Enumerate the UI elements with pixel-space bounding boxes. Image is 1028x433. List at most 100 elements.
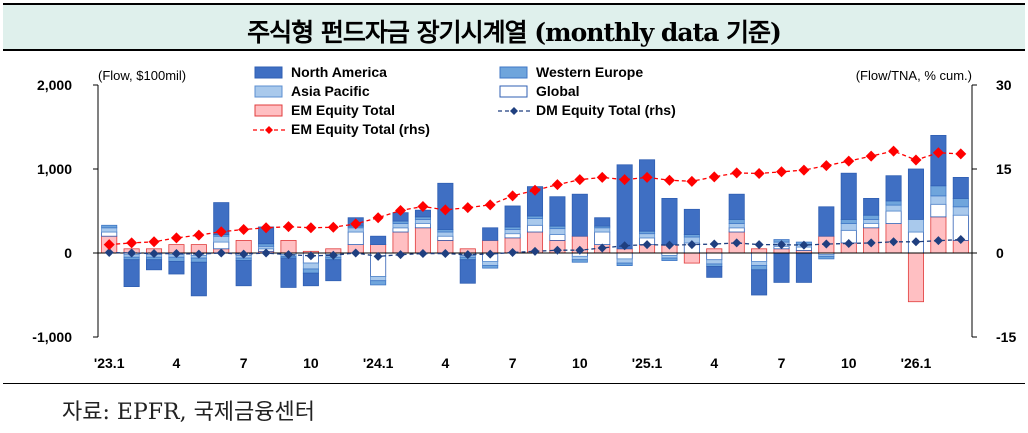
marker-em-rhs bbox=[843, 155, 855, 167]
bar-global bbox=[863, 223, 880, 229]
marker-dm-rhs bbox=[664, 240, 674, 250]
bar-north-america bbox=[907, 168, 924, 220]
right-axis-tick-label: 0 bbox=[996, 245, 1004, 261]
marker-dm-rhs bbox=[239, 249, 249, 259]
marker-em-rhs bbox=[731, 167, 743, 179]
marker-em-rhs bbox=[776, 166, 788, 178]
bar-asia-pacific bbox=[594, 227, 611, 233]
bar-asia-pacific bbox=[751, 260, 768, 266]
bar-western-europe bbox=[930, 185, 947, 197]
bar-global bbox=[213, 241, 230, 250]
bar-global bbox=[392, 227, 409, 233]
bar-em-equity bbox=[683, 252, 700, 264]
marker-em-rhs bbox=[372, 212, 384, 224]
bar-asia-pacific bbox=[526, 218, 544, 226]
marker-dm-rhs bbox=[799, 240, 809, 250]
right-axis-unit-label: (Flow/TNA, % cum.) bbox=[856, 68, 972, 83]
marker-em-rhs bbox=[686, 175, 698, 187]
marker-dm-rhs bbox=[463, 250, 473, 260]
x-axis-tick-label: 4 bbox=[710, 355, 718, 371]
line-em-rhs bbox=[109, 150, 961, 246]
bar-western-europe bbox=[482, 265, 499, 269]
bar-north-america bbox=[661, 197, 678, 245]
bar-em-equity bbox=[751, 248, 768, 254]
bar-north-america bbox=[459, 259, 476, 284]
bar-asia-pacific bbox=[885, 204, 902, 212]
legend-marker-dm-rhs bbox=[510, 107, 518, 115]
marker-dm-rhs bbox=[642, 240, 652, 250]
marker-dm-rhs bbox=[844, 238, 854, 248]
bar-north-america bbox=[751, 269, 768, 296]
marker-em-rhs bbox=[955, 148, 967, 160]
marker-em-rhs bbox=[439, 204, 451, 216]
bar-western-europe bbox=[728, 218, 745, 224]
marker-em-rhs bbox=[282, 221, 294, 233]
marker-em-rhs bbox=[708, 171, 720, 183]
legend-label: North America bbox=[291, 64, 387, 80]
bar-western-europe bbox=[571, 259, 588, 263]
bar-global bbox=[885, 210, 902, 224]
bar-global bbox=[706, 252, 723, 261]
bar-asia-pacific bbox=[952, 206, 969, 216]
bar-asia-pacific bbox=[571, 255, 588, 261]
marker-em-rhs bbox=[798, 164, 810, 176]
marker-em-rhs bbox=[238, 223, 250, 235]
x-axis-tick-label: 4 bbox=[441, 355, 449, 371]
x-axis-tick-label: 10 bbox=[572, 355, 588, 371]
bar-asia-pacific bbox=[101, 227, 118, 233]
legend-swatch-asia-pacific bbox=[254, 85, 283, 98]
bar-north-america bbox=[571, 193, 588, 237]
bar-western-europe bbox=[863, 214, 880, 220]
bar-global bbox=[526, 224, 544, 233]
legend-label: DM Equity Total (rhs) bbox=[536, 102, 676, 118]
marker-em-rhs bbox=[148, 236, 160, 248]
marker-em-rhs bbox=[126, 237, 138, 249]
bar-global bbox=[594, 231, 611, 246]
bar-asia-pacific bbox=[728, 223, 745, 229]
marker-dm-rhs bbox=[440, 249, 450, 259]
marker-em-rhs bbox=[596, 171, 608, 183]
marker-dm-rhs bbox=[104, 247, 114, 257]
left-axis-unit-label: (Flow, $100mil) bbox=[98, 68, 186, 83]
marker-dm-rhs bbox=[485, 249, 495, 259]
legend-label: Global bbox=[536, 83, 580, 99]
marker-dm-rhs bbox=[216, 248, 226, 258]
bar-north-america bbox=[146, 259, 163, 271]
marker-em-rhs bbox=[932, 147, 944, 159]
marker-dm-rhs bbox=[709, 239, 719, 249]
bar-north-america bbox=[683, 208, 700, 235]
bar-north-america bbox=[818, 206, 835, 237]
marker-em-rhs bbox=[888, 145, 900, 157]
bar-north-america bbox=[235, 260, 252, 287]
bar-north-america bbox=[885, 175, 902, 202]
bar-north-america bbox=[504, 205, 521, 228]
bar-asia-pacific bbox=[930, 195, 947, 205]
marker-dm-rhs bbox=[911, 237, 921, 247]
bar-asia-pacific bbox=[840, 223, 857, 231]
bar-asia-pacific bbox=[907, 218, 924, 233]
marker-em-rhs bbox=[641, 171, 653, 183]
bar-em-equity bbox=[930, 216, 947, 254]
bar-asia-pacific bbox=[302, 262, 319, 270]
marker-dm-rhs bbox=[597, 243, 607, 253]
bar-asia-pacific bbox=[392, 223, 409, 229]
marker-em-rhs bbox=[663, 174, 675, 186]
bottom-divider bbox=[3, 383, 1025, 384]
bar-global bbox=[347, 231, 364, 246]
marker-dm-rhs bbox=[261, 248, 271, 258]
bar-north-america bbox=[370, 235, 387, 245]
bar-north-america bbox=[325, 259, 342, 282]
bar-western-europe bbox=[661, 257, 678, 261]
x-axis-tick-label: 7 bbox=[778, 355, 786, 371]
marker-dm-rhs bbox=[777, 240, 787, 250]
bar-asia-pacific bbox=[437, 231, 454, 237]
right-axis-tick-label: 15 bbox=[996, 161, 1012, 177]
bar-em-equity bbox=[706, 248, 723, 254]
line-dm-rhs bbox=[109, 238, 961, 258]
legend-swatch-em-equity bbox=[254, 104, 283, 117]
x-axis-tick-label: '25.1 bbox=[632, 355, 663, 371]
chart-title: 주식형 펀드자금 장기시계열 (monthly data 기준) bbox=[247, 18, 782, 47]
marker-em-rhs bbox=[507, 190, 519, 202]
bar-asia-pacific bbox=[616, 258, 633, 264]
legend-label: EM Equity Total (rhs) bbox=[291, 121, 430, 137]
